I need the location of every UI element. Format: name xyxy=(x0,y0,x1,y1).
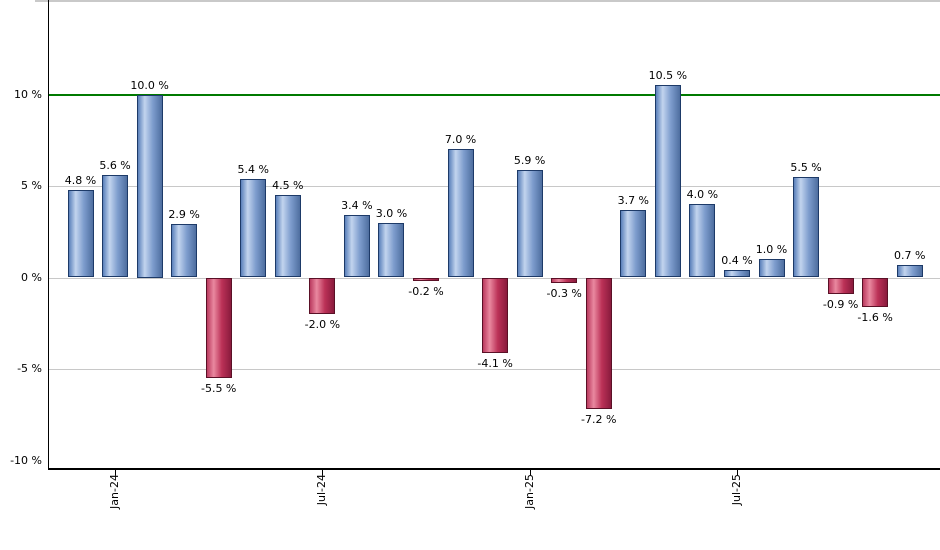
y-tick-label: 0 % xyxy=(21,270,42,284)
x-tick xyxy=(529,468,531,475)
bar-value-label: 4.5 % xyxy=(272,179,304,193)
bar xyxy=(620,209,647,278)
bar xyxy=(309,277,336,315)
bar-value-label: 4.8 % xyxy=(64,173,97,187)
bar xyxy=(862,277,889,307)
bar-value-label: -0.9 % xyxy=(822,297,859,311)
bar xyxy=(67,189,94,278)
bar xyxy=(482,277,509,353)
bar xyxy=(585,277,612,410)
bar xyxy=(758,259,785,278)
x-tick-label: Jan-24 xyxy=(108,474,122,509)
bar-value-label: -0.2 % xyxy=(408,285,444,299)
bar-value-label: 3.4 % xyxy=(341,199,373,213)
bar xyxy=(102,175,129,278)
bar-value-label: 0.4 % xyxy=(721,254,753,268)
chart-top-border xyxy=(35,0,940,2)
bar xyxy=(447,149,474,278)
bar xyxy=(723,270,750,278)
gridline xyxy=(49,186,940,187)
bar-value-label: 1.0 % xyxy=(755,243,788,257)
y-tick-label: 5 % xyxy=(21,179,42,192)
bar xyxy=(654,85,681,278)
y-tick-label: -10 % xyxy=(10,453,42,467)
bar xyxy=(896,264,923,278)
bar-value-label: -5.5 % xyxy=(200,382,237,396)
bar-value-label: 3.0 % xyxy=(375,206,408,220)
bar-value-label: -4.1 % xyxy=(477,356,513,370)
bar xyxy=(343,215,370,278)
y-axis-line xyxy=(48,0,49,468)
bar xyxy=(205,277,232,379)
bar xyxy=(689,204,716,278)
bar xyxy=(136,94,163,278)
bar-value-label: 5.9 % xyxy=(513,153,546,167)
x-tick xyxy=(115,468,117,475)
bar-value-label: -0.3 % xyxy=(546,286,582,300)
bar xyxy=(793,176,820,278)
bar-value-label: 3.7 % xyxy=(617,193,650,207)
bar-value-label: 2.9 % xyxy=(168,208,200,222)
x-tick-label: Jul-25 xyxy=(729,474,743,506)
bar xyxy=(378,222,405,278)
x-axis-line xyxy=(48,468,940,470)
bar xyxy=(240,178,267,278)
x-tick xyxy=(736,468,738,475)
bar xyxy=(274,195,301,278)
bar-value-label: 10.5 % xyxy=(648,69,688,83)
bar-value-label: 5.6 % xyxy=(99,159,131,173)
bar-value-label: -2.0 % xyxy=(304,318,341,332)
reference-line xyxy=(49,93,940,96)
y-tick-label: -5 % xyxy=(17,362,42,375)
y-tick-label: 10 % xyxy=(14,87,42,101)
bar-value-label: 5.5 % xyxy=(790,160,822,174)
bar xyxy=(516,169,543,278)
bar xyxy=(171,224,198,278)
x-tick-label: Jul-24 xyxy=(315,474,329,506)
bar-value-label: -1.6 % xyxy=(857,310,893,324)
gridline xyxy=(49,369,940,370)
x-tick xyxy=(322,468,324,475)
bar-value-label: 10.0 % xyxy=(130,78,169,92)
bar-value-label: 0.7 % xyxy=(893,248,926,262)
bar xyxy=(413,277,439,282)
bar-value-label: -7.2 % xyxy=(581,413,617,427)
x-tick-label: Jan-25 xyxy=(522,474,536,509)
bar xyxy=(551,277,578,283)
bar-value-label: 4.0 % xyxy=(686,188,719,202)
bar-value-label: 7.0 % xyxy=(444,133,477,147)
bar xyxy=(827,277,854,294)
bar-value-label: 5.4 % xyxy=(237,162,269,176)
